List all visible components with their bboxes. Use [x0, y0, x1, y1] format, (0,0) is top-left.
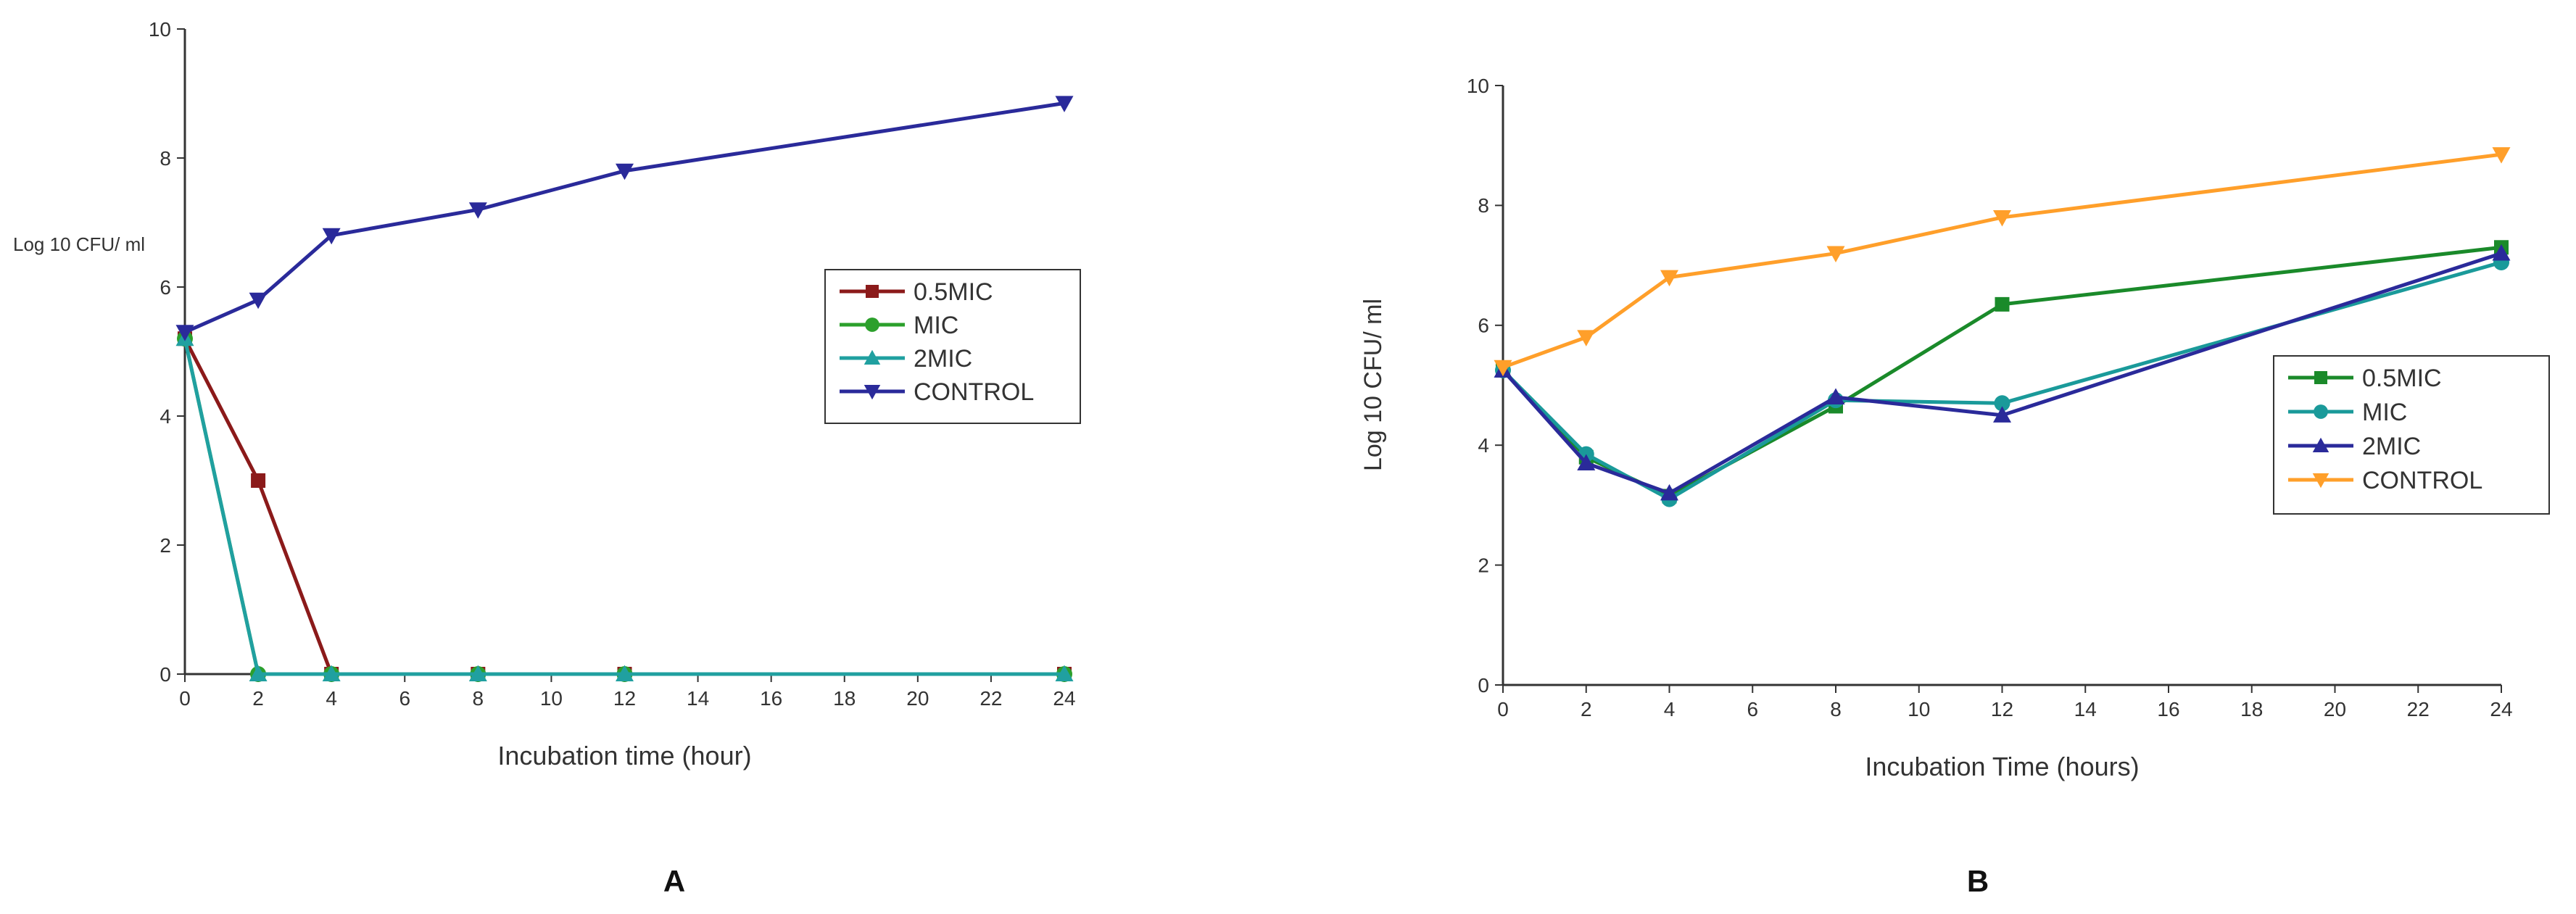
y-tick-label: 6	[1478, 315, 1489, 337]
legend-marker	[864, 385, 881, 400]
data-point	[1826, 246, 1845, 263]
legend-marker	[864, 349, 881, 365]
legend-marker	[866, 285, 879, 298]
data-point	[468, 665, 487, 681]
x-tick-label: 18	[2240, 698, 2263, 720]
series-line	[1502, 252, 2502, 495]
y-tick-label: 4	[1478, 434, 1489, 457]
x-axis-label: Incubation time (hour)	[497, 741, 751, 770]
x-tick-label: 2	[1581, 698, 1592, 720]
x-tick-label: 20	[2324, 698, 2346, 720]
data-point	[1055, 96, 1074, 112]
data-point	[251, 473, 266, 488]
legend-label: 0.5MIC	[2362, 365, 2442, 392]
x-tick-label: 16	[760, 687, 782, 710]
x-tick-label: 6	[399, 687, 410, 710]
y-tick-label: 8	[160, 147, 171, 170]
legend-marker	[2314, 404, 2328, 419]
x-tick-label: 22	[2407, 698, 2430, 720]
x-tick-label: 6	[1747, 698, 1758, 720]
y-tick-label: 6	[160, 276, 171, 299]
y-axis-label: Log 10 CFU/ ml	[13, 233, 145, 255]
data-point	[1993, 406, 2011, 423]
x-tick-label: 8	[473, 687, 484, 710]
legend-label: CONTROL	[914, 378, 1034, 406]
legend-marker	[2314, 371, 2327, 384]
x-tick-label: 24	[1053, 687, 1075, 710]
y-tick-label: 2	[160, 534, 171, 557]
data-point	[1826, 388, 1845, 405]
x-tick-label: 10	[1908, 698, 1930, 720]
series-line	[1502, 260, 2502, 502]
y-tick-label: 0	[1478, 674, 1489, 697]
x-tick-label: 22	[980, 687, 1002, 710]
x-tick-label: 18	[833, 687, 856, 710]
y-tick-label: 4	[160, 405, 171, 428]
data-point	[1055, 665, 1074, 681]
data-point	[1993, 209, 2011, 227]
legend-label: CONTROL	[2362, 467, 2482, 494]
x-tick-label: 14	[687, 687, 709, 710]
x-tick-label: 8	[1830, 698, 1842, 720]
y-tick-label: 2	[1478, 554, 1489, 576]
data-point	[1660, 483, 1678, 501]
series-line	[183, 101, 1065, 334]
data-point	[468, 202, 487, 219]
data-point	[1660, 270, 1678, 287]
x-tick-label: 12	[1991, 698, 2013, 720]
legend-label: 2MIC	[914, 345, 972, 373]
series-line	[1502, 152, 2502, 370]
x-tick-label: 0	[179, 687, 191, 710]
legend-label: 0.5MIC	[914, 278, 993, 306]
x-tick-label: 2	[252, 687, 264, 710]
x-axis-label: Incubation Time (hours)	[1865, 752, 2139, 781]
y-tick-label: 0	[160, 663, 171, 686]
x-tick-label: 10	[540, 687, 563, 710]
x-tick-label: 24	[2490, 698, 2512, 720]
legend-label: 2MIC	[2362, 433, 2421, 460]
x-tick-label: 4	[1664, 698, 1676, 720]
legend-label: MIC	[2362, 399, 2407, 426]
y-axis-label: Log 10 CFU/ ml	[1359, 299, 1387, 471]
data-point	[1994, 395, 2010, 412]
y-tick-label: 8	[1478, 194, 1489, 217]
data-point	[175, 325, 194, 341]
y-tick-label: 10	[149, 18, 171, 41]
data-point	[322, 665, 341, 681]
series-line	[183, 338, 1064, 676]
data-point	[2492, 147, 2511, 164]
legend-marker	[865, 317, 879, 332]
x-tick-label: 14	[2074, 698, 2097, 720]
panel-label: B	[1967, 864, 1989, 898]
x-tick-label: 12	[613, 687, 636, 710]
data-point	[1494, 360, 1512, 377]
data-point	[616, 163, 634, 180]
data-point	[2492, 244, 2511, 261]
data-point	[1995, 296, 2010, 312]
legend-label: MIC	[914, 312, 958, 339]
data-point	[249, 292, 268, 309]
data-point	[616, 665, 634, 681]
x-tick-label: 4	[326, 687, 337, 710]
data-point	[1577, 454, 1596, 471]
x-tick-label: 16	[2157, 698, 2179, 720]
legend-marker	[2312, 473, 2329, 489]
legend-marker	[2312, 437, 2329, 452]
panel-label: A	[663, 864, 685, 898]
x-tick-label: 20	[906, 687, 929, 710]
data-point	[1577, 330, 1596, 346]
data-point	[249, 665, 268, 681]
y-tick-label: 10	[1467, 75, 1489, 97]
data-point	[322, 228, 341, 245]
x-tick-label: 0	[1497, 698, 1509, 720]
